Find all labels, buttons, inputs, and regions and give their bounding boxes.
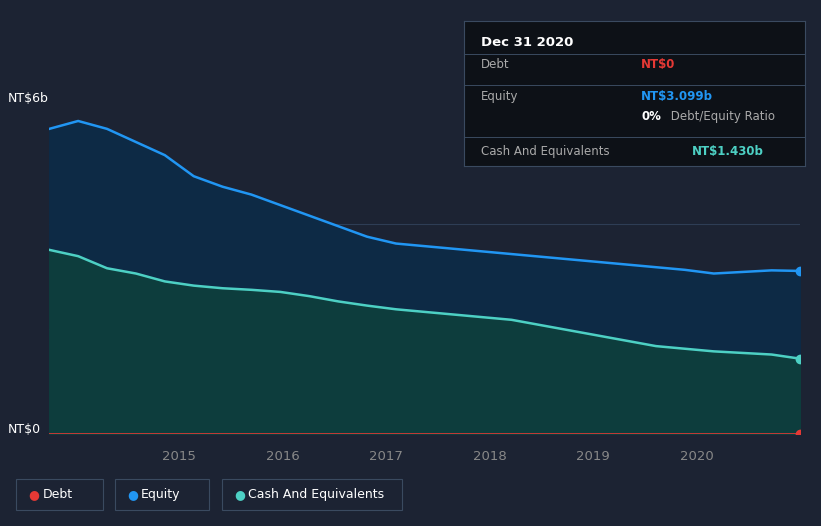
Text: Cash And Equivalents: Cash And Equivalents <box>248 488 384 501</box>
Text: Cash And Equivalents: Cash And Equivalents <box>481 145 609 158</box>
Text: 2020: 2020 <box>680 450 713 463</box>
Text: 2017: 2017 <box>369 450 403 463</box>
Text: Debt: Debt <box>481 58 510 71</box>
Text: 2018: 2018 <box>473 450 507 463</box>
Text: 2015: 2015 <box>162 450 195 463</box>
Text: NT$0: NT$0 <box>8 423 41 437</box>
Text: NT$3.099b: NT$3.099b <box>641 90 713 103</box>
Text: 2019: 2019 <box>576 450 610 463</box>
Text: NT$1.430b: NT$1.430b <box>692 145 764 158</box>
Text: ●: ● <box>127 488 138 501</box>
Text: Debt/Equity Ratio: Debt/Equity Ratio <box>667 110 774 123</box>
Text: ●: ● <box>29 488 39 501</box>
Text: 0%: 0% <box>641 110 661 123</box>
Text: NT$0: NT$0 <box>641 58 676 71</box>
Text: Equity: Equity <box>481 90 518 103</box>
Text: Debt: Debt <box>43 488 73 501</box>
Text: NT$6b: NT$6b <box>8 92 49 105</box>
Text: 2016: 2016 <box>265 450 300 463</box>
Text: ●: ● <box>234 488 245 501</box>
Text: Dec 31 2020: Dec 31 2020 <box>481 36 573 48</box>
Text: Equity: Equity <box>141 488 181 501</box>
